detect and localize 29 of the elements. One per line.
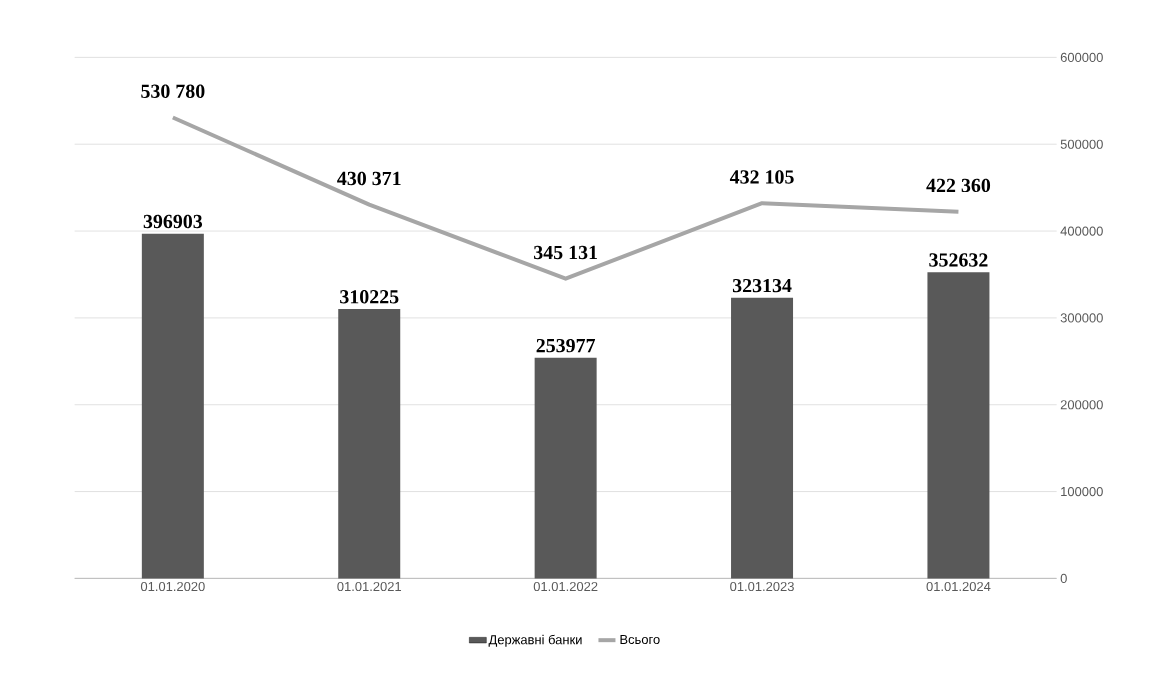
- bar: [534, 357, 597, 579]
- data-label: 352632: [929, 253, 988, 267]
- data-label: 430 371: [337, 171, 401, 186]
- bar: [731, 297, 794, 579]
- data-label: 323134: [732, 278, 792, 293]
- data-label: 396903: [143, 214, 203, 229]
- data-label: 345 131: [534, 245, 597, 260]
- bar: [927, 272, 990, 579]
- y-tick-label: 600000: [1060, 52, 1103, 62]
- x-tick-label: 01.01.2022: [533, 581, 598, 592]
- data-label: 530 780: [141, 84, 205, 98]
- data-label: 253977: [536, 338, 596, 353]
- data-label: 422 360: [926, 178, 991, 193]
- bar: [338, 309, 401, 579]
- y-tick-label: 400000: [1060, 226, 1103, 236]
- legend-label: Державні банки: [488, 634, 582, 647]
- legend-label: Всього: [620, 634, 660, 645]
- y-tick-label: 100000: [1061, 486, 1103, 497]
- y-tick-label: 500000: [1060, 139, 1103, 149]
- bar: [141, 233, 204, 579]
- x-tick-label: 01.01.2024: [926, 581, 991, 592]
- x-tick-label: 01.01.2021: [337, 581, 402, 592]
- y-tick-label: 300000: [1060, 313, 1103, 323]
- x-tick-label: 01.01.2020: [140, 581, 205, 592]
- x-tick-label: 01.01.2023: [730, 581, 794, 592]
- y-tick-label: 200000: [1060, 400, 1103, 410]
- data-label: 310225: [340, 290, 399, 304]
- y-tick-label: 0: [1060, 573, 1067, 583]
- data-label: 432 105: [729, 170, 794, 184]
